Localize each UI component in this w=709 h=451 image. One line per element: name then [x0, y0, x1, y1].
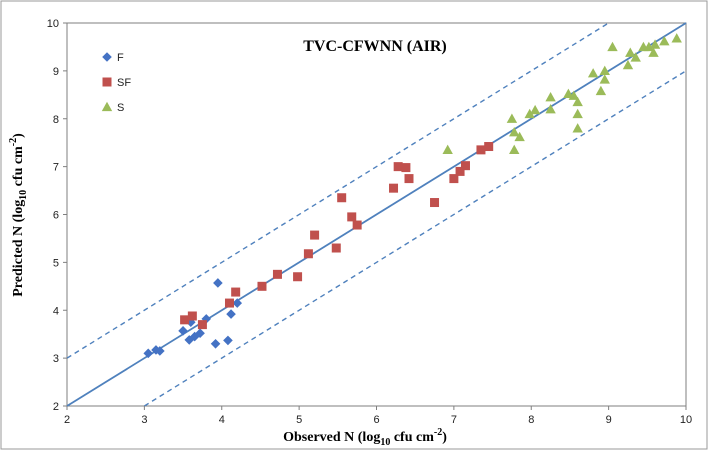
point-s — [622, 59, 634, 70]
point-sf — [272, 269, 282, 279]
legend-label-f: F — [117, 52, 124, 64]
point-sf — [197, 320, 207, 330]
point-s — [545, 103, 556, 114]
y-tick-label: 2 — [53, 401, 59, 413]
data-points — [143, 33, 682, 359]
point-sf — [293, 272, 303, 282]
y-tick-label: 7 — [53, 162, 59, 174]
point-s — [599, 65, 610, 76]
point-sf — [224, 298, 234, 308]
x-tick-label: 4 — [219, 414, 225, 426]
point-sf — [331, 243, 341, 253]
point-s — [509, 126, 520, 137]
point-sf — [187, 311, 197, 321]
legend-marker-sf — [102, 77, 112, 87]
point-sf — [389, 183, 399, 193]
point-sf — [352, 220, 362, 230]
point-sf — [393, 162, 403, 172]
y-tick-label: 6 — [53, 210, 59, 222]
point-sf — [347, 212, 357, 222]
point-s — [506, 113, 518, 123]
x-tick-label: 8 — [528, 414, 534, 426]
point-f — [223, 335, 233, 346]
point-s — [568, 90, 580, 100]
point-s — [599, 74, 610, 84]
y-tick-label: 8 — [53, 114, 59, 126]
point-s — [587, 68, 599, 78]
point-s — [572, 123, 583, 133]
point-s — [595, 85, 607, 96]
point-sf — [337, 193, 347, 203]
point-f — [201, 314, 212, 324]
point-sf — [303, 249, 313, 259]
y-tick-label: 4 — [53, 305, 59, 317]
reference-lines — [66, 22, 687, 407]
point-sf — [401, 163, 411, 173]
point-sf — [430, 198, 440, 208]
chart-title: TVC-CFWNN (AIR) — [303, 38, 447, 55]
point-sf — [310, 230, 320, 240]
identity-line — [66, 22, 687, 407]
point-sf — [449, 174, 459, 184]
point-s — [572, 108, 583, 119]
point-s — [524, 108, 535, 119]
point-s — [643, 41, 655, 52]
point-s — [442, 144, 453, 155]
point-s — [509, 144, 520, 155]
point-s — [659, 35, 670, 46]
point-f — [143, 348, 154, 359]
x-tick-label: 5 — [296, 414, 302, 426]
point-sf — [404, 174, 414, 184]
point-f — [186, 317, 196, 328]
x-axis-title: Observed N (log10 cfu cm-2) — [283, 427, 447, 448]
point-sf — [180, 315, 190, 325]
point-s — [607, 41, 618, 52]
point-s — [648, 47, 659, 57]
point-sf — [257, 281, 267, 291]
legend-label-sf: SF — [117, 77, 131, 89]
point-s — [671, 33, 682, 43]
x-tick-label: 6 — [373, 414, 379, 426]
legend: F SF S — [101, 52, 131, 114]
point-s — [572, 96, 583, 107]
x-tick-label: 3 — [141, 414, 147, 426]
y-tick-label: 3 — [53, 353, 59, 365]
axes: 2 3 4 5 6 7 8 9 10 2 3 4 5 6 7 8 9 10 — [47, 18, 692, 426]
point-f — [213, 278, 223, 288]
point-f — [178, 326, 188, 336]
point-f — [210, 338, 221, 349]
legend-marker-s — [101, 101, 113, 112]
point-f — [155, 346, 165, 356]
legend-label-s: S — [117, 102, 124, 114]
point-sf — [484, 142, 494, 152]
point-f — [232, 298, 243, 308]
x-tick-label: 2 — [64, 414, 70, 426]
point-sf — [460, 161, 470, 171]
y-tick-label: 5 — [53, 257, 59, 269]
legend-marker-f — [102, 52, 112, 62]
point-s — [545, 92, 556, 102]
point-f — [189, 331, 200, 342]
point-sf — [231, 287, 241, 297]
bound-line-2 — [144, 70, 687, 407]
point-s — [514, 131, 525, 142]
x-tick-label: 7 — [451, 414, 457, 426]
point-s — [625, 47, 636, 57]
y-tick-label: 10 — [47, 18, 59, 30]
point-f — [151, 345, 161, 355]
point-sf — [455, 166, 465, 176]
y-axis-title: Predicted N (log10 cfu cm-2) — [8, 133, 29, 297]
x-tick-label: 9 — [606, 414, 612, 426]
point-s — [529, 104, 541, 115]
point-s — [649, 39, 661, 49]
x-tick-label: 10 — [680, 414, 692, 426]
point-s — [630, 52, 641, 62]
point-f — [226, 309, 236, 319]
bound-line-1 — [66, 22, 609, 359]
point-sf — [476, 145, 486, 155]
point-f — [195, 328, 205, 339]
y-tick-label: 9 — [53, 66, 59, 78]
